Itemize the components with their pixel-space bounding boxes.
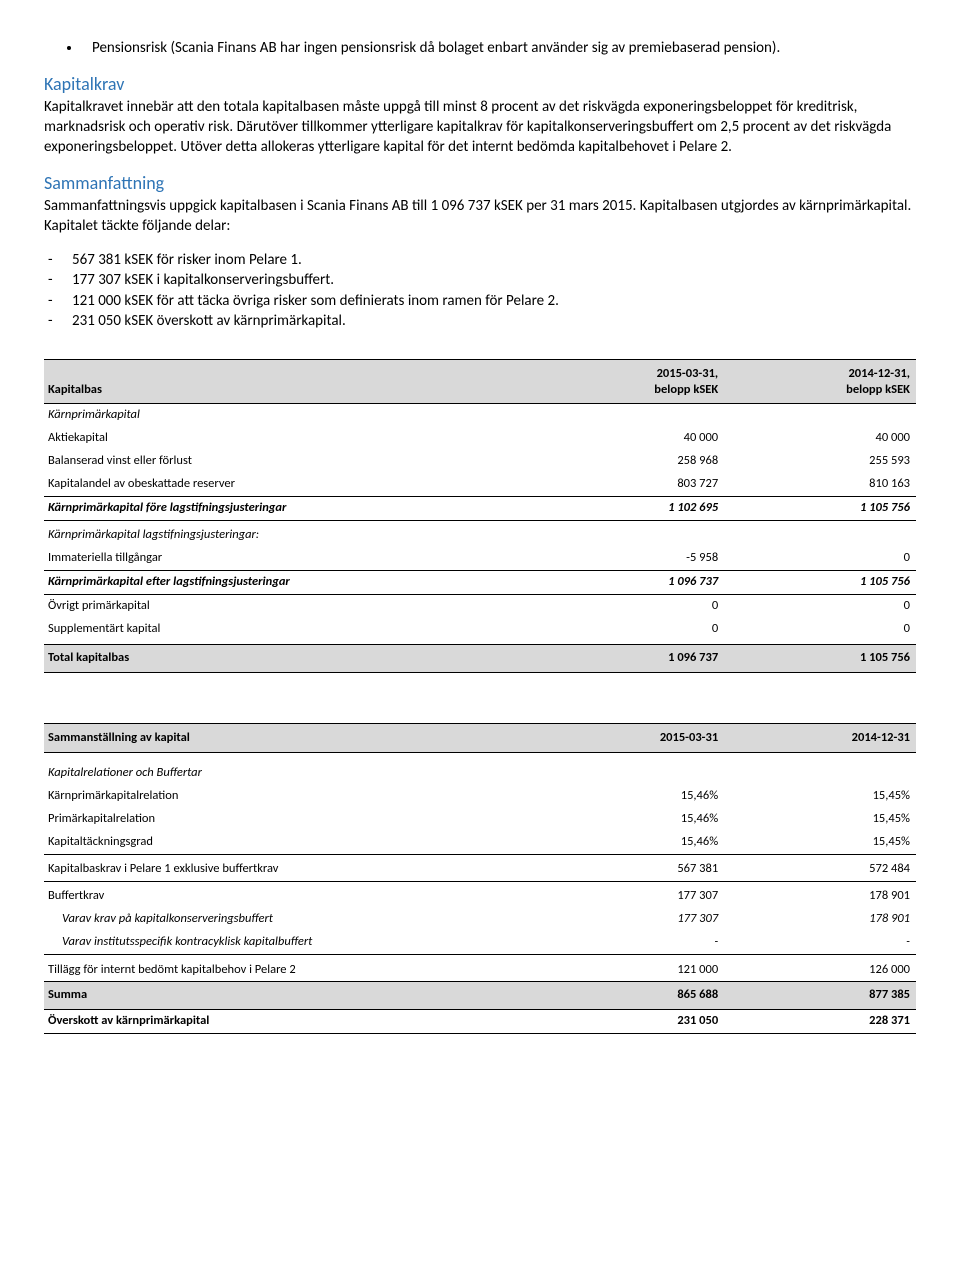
bullet-item: Pensionsrisk (Scania Finans AB har ingen… xyxy=(82,38,916,58)
cell: 572 484 xyxy=(724,858,916,881)
row-label: Buffertkrav xyxy=(44,885,532,908)
cell: 15,45% xyxy=(724,785,916,808)
dash-item: 121 000 kSEK för att täcka övriga risker… xyxy=(72,291,916,311)
cell: 15,45% xyxy=(724,808,916,831)
row-label: Varav institutsspecifik kontracyklisk ka… xyxy=(44,931,532,954)
cell: 1 096 737 xyxy=(532,645,724,673)
cell: 567 381 xyxy=(532,858,724,881)
cell: - xyxy=(532,931,724,954)
row-label: Överskott av kärnprimärkapital xyxy=(44,1010,532,1034)
cell: 40 000 xyxy=(724,427,916,450)
row-label: Summa xyxy=(44,982,532,1010)
table-kapitalbas: Kapitalbas 2015-03-31,belopp kSEK 2014-1… xyxy=(44,359,916,673)
row-label: Primärkapitalrelation xyxy=(44,808,532,831)
cell: 15,45% xyxy=(724,831,916,854)
cell: 255 593 xyxy=(724,450,916,473)
cell: 178 901 xyxy=(724,885,916,908)
row-label: Kärnprimärkapitalrelation xyxy=(44,785,532,808)
row-label: Balanserad vinst eller förlust xyxy=(44,450,532,473)
col-header: 2014-12-31 xyxy=(724,723,916,752)
col-header: Sammanställning av kapital xyxy=(44,723,532,752)
row-label: Övrigt primärkapital xyxy=(44,594,532,617)
cell: 1 102 695 xyxy=(532,496,724,520)
row-label: Kärnprimärkapital efter lagstifningsjust… xyxy=(44,570,532,594)
heading-kapitalkrav: Kapitalkrav xyxy=(44,72,916,96)
col-header: 2015-03-31 xyxy=(532,723,724,752)
cell: 231 050 xyxy=(532,1010,724,1034)
cell: 0 xyxy=(724,547,916,570)
cell: 0 xyxy=(724,594,916,617)
row-label: Kapitaltäckningsgrad xyxy=(44,831,532,854)
row-label: Kärnprimärkapital xyxy=(44,404,532,427)
row-label: Kapitalandel av obeskattade reserver xyxy=(44,473,532,496)
cell: 177 307 xyxy=(532,885,724,908)
col-header: 2014-12-31,belopp kSEK xyxy=(724,360,916,404)
cell: 228 371 xyxy=(724,1010,916,1034)
row-label: Kapitalbaskrav i Pelare 1 exklusive buff… xyxy=(44,858,532,881)
cell: 865 688 xyxy=(532,982,724,1010)
cell: 0 xyxy=(724,618,916,641)
cell: 0 xyxy=(532,594,724,617)
dash-list: 567 381 kSEK för risker inom Pelare 1. 1… xyxy=(44,250,916,331)
row-label: Varav krav på kapitalkonserveringsbuffer… xyxy=(44,908,532,931)
cell: 177 307 xyxy=(532,908,724,931)
row-label: Tillägg för internt bedömt kapitalbehov … xyxy=(44,959,532,982)
cell: 877 385 xyxy=(724,982,916,1010)
dash-item: 177 307 kSEK i kapitalkonserveringsbuffe… xyxy=(72,270,916,290)
cell: 1 105 756 xyxy=(724,570,916,594)
cell: 803 727 xyxy=(532,473,724,496)
dash-item: 567 381 kSEK för risker inom Pelare 1. xyxy=(72,250,916,270)
col-header: 2015-03-31,belopp kSEK xyxy=(532,360,724,404)
cell: 15,46% xyxy=(532,808,724,831)
bullet-list: Pensionsrisk (Scania Finans AB har ingen… xyxy=(44,38,916,58)
cell: 258 968 xyxy=(532,450,724,473)
cell: 121 000 xyxy=(532,959,724,982)
cell: 0 xyxy=(532,618,724,641)
row-label: Kärnprimärkapital lagstifningsjusteringa… xyxy=(44,524,532,547)
cell: 810 163 xyxy=(724,473,916,496)
row-label: Total kapitalbas xyxy=(44,645,532,673)
cell: -5 958 xyxy=(532,547,724,570)
cell: 126 000 xyxy=(724,959,916,982)
cell: 1 096 737 xyxy=(532,570,724,594)
cell: 40 000 xyxy=(532,427,724,450)
cell: 1 105 756 xyxy=(724,645,916,673)
paragraph-kapitalkrav: Kapitalkravet innebär att den totala kap… xyxy=(44,97,916,158)
table-sammanstallning: Sammanställning av kapital 2015-03-31 20… xyxy=(44,723,916,1034)
cell: 1 105 756 xyxy=(724,496,916,520)
cell: 178 901 xyxy=(724,908,916,931)
paragraph-sammanfattning: Sammanfattningsvis uppgick kapitalbasen … xyxy=(44,196,916,237)
row-label: Aktiekapital xyxy=(44,427,532,450)
row-label: Immateriella tillgångar xyxy=(44,547,532,570)
row-label: Supplementärt kapital xyxy=(44,618,532,641)
heading-sammanfattning: Sammanfattning xyxy=(44,171,916,195)
row-label: Kärnprimärkapital före lagstifningsjuste… xyxy=(44,496,532,520)
cell: 15,46% xyxy=(532,785,724,808)
row-label: Kapitalrelationer och Buffertar xyxy=(44,762,532,785)
cell: 15,46% xyxy=(532,831,724,854)
cell: - xyxy=(724,931,916,954)
dash-item: 231 050 kSEK överskott av kärnprimärkapi… xyxy=(72,311,916,331)
col-header: Kapitalbas xyxy=(44,360,532,404)
